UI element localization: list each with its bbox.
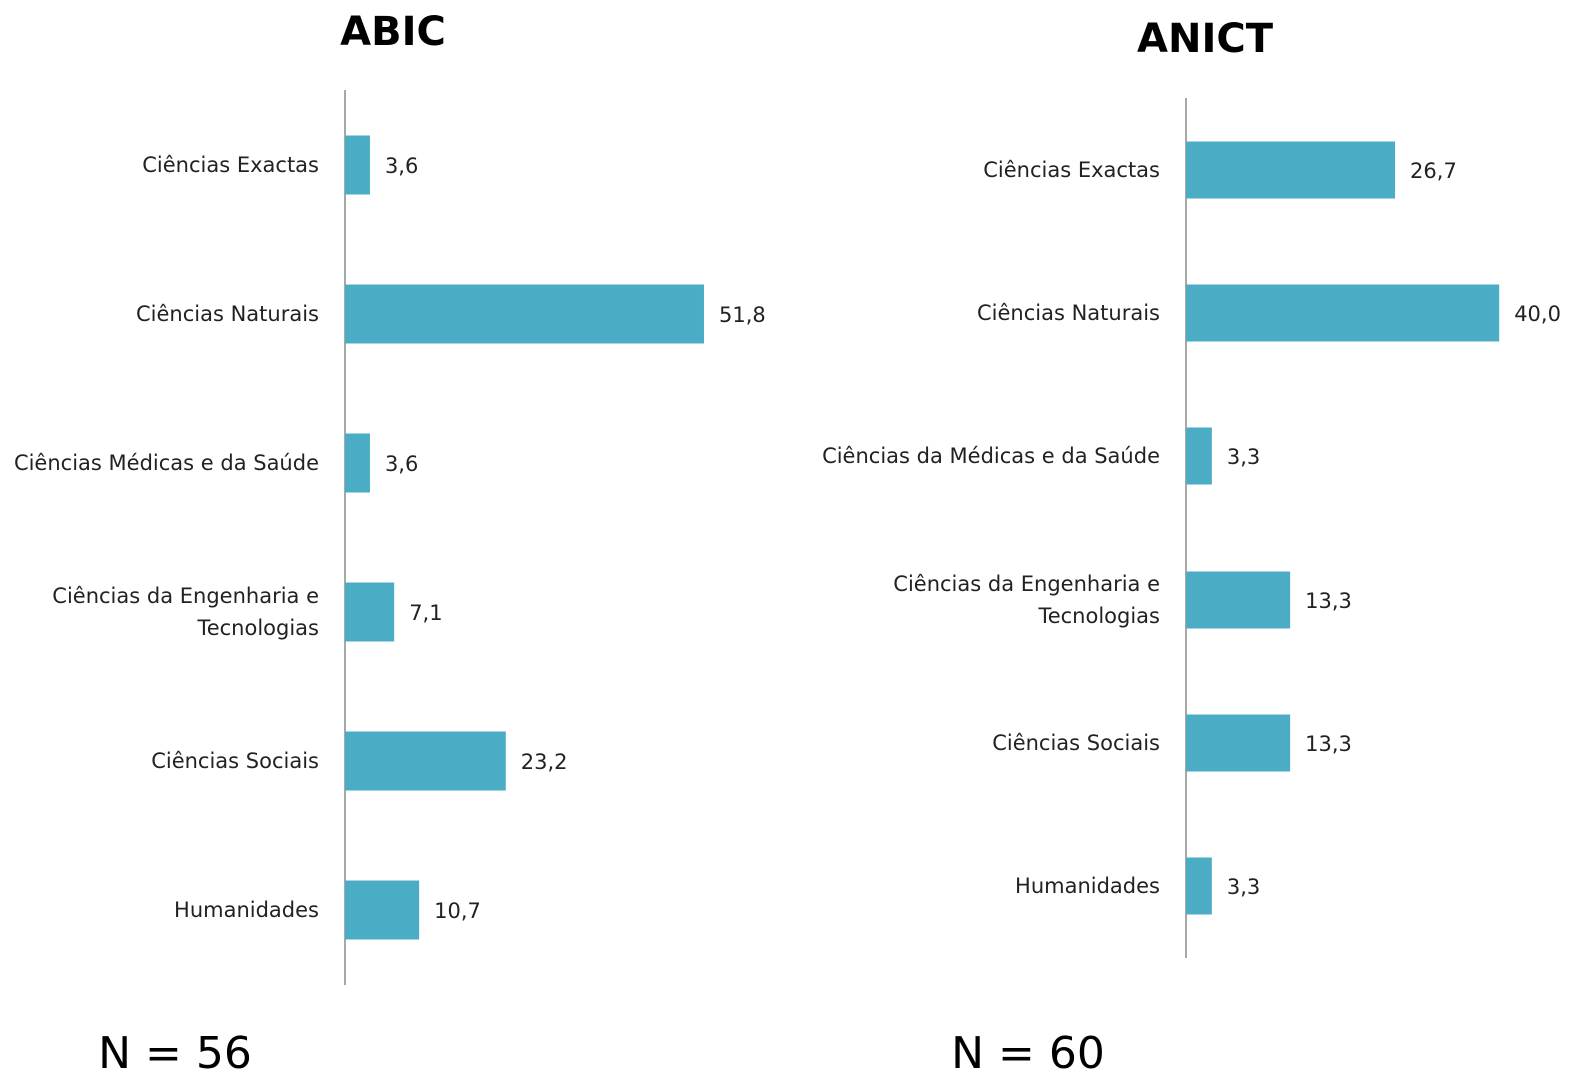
chart-abic-category-label: Ciências da Engenharia e Tecnologias — [52, 584, 319, 640]
chart-abic-category-label: Humanidades — [174, 898, 319, 922]
chart-anict-title: ANICT — [1137, 16, 1274, 62]
chart-anict-category-label: Ciências Exactas — [983, 158, 1160, 182]
chart-anict-category-label: Humanidades — [1015, 874, 1160, 898]
chart-abic-bar — [345, 434, 370, 493]
chart-abic-category-label-line: Ciências Naturais — [136, 302, 319, 326]
chart-anict-bar — [1186, 715, 1290, 772]
chart-abic-category-label: Ciências Sociais — [151, 749, 319, 773]
chart-abic-category-label: Ciências Naturais — [136, 302, 319, 326]
chart-anict-group: ANICT Ciências Exactas 26,7 Ciências Natura… — [822, 16, 1561, 1079]
chart-abic-category-label-line: Humanidades — [174, 898, 319, 922]
chart-anict-category-label: Ciências da Médicas e da Saúde — [822, 444, 1160, 468]
chart-abic-category-label: Ciências Exactas — [142, 153, 319, 177]
chart-anict-category-label-line: Ciências da Engenharia e — [893, 572, 1160, 596]
chart-abic-value-label: 7,1 — [409, 601, 442, 625]
chart-anict-value-label: 26,7 — [1410, 159, 1457, 183]
chart-anict-value-label: 40,0 — [1514, 302, 1561, 326]
chart-anict-sample-size: N = 60 — [951, 1028, 1105, 1079]
chart-anict-bar — [1186, 858, 1212, 915]
chart-anict-bar — [1186, 572, 1290, 629]
chart-abic-category-label: Ciências Médicas e da Saúde — [14, 451, 319, 475]
chart-abic-bar — [345, 732, 506, 791]
chart-anict-category-label: Ciências da Engenharia e Tecnologias — [893, 572, 1160, 628]
chart-abic-category-label-line: Ciências Exactas — [142, 153, 319, 177]
chart-anict-value-label: 3,3 — [1227, 875, 1260, 899]
chart-anict-bar — [1186, 142, 1395, 199]
chart-abic-category-label-line: Tecnologias — [196, 616, 319, 640]
chart-abic-category-label-line: Ciências Médicas e da Saúde — [14, 451, 319, 475]
chart-abic-bar — [345, 285, 704, 344]
chart-abic-value-label: 23,2 — [521, 750, 568, 774]
chart-abic-value-label: 3,6 — [385, 154, 418, 178]
chart-anict-category-label-line: Ciências Naturais — [977, 301, 1160, 325]
chart-anict-category-label-line: Ciências Sociais — [992, 731, 1160, 755]
chart-anict-category-label: Ciências Sociais — [992, 731, 1160, 755]
chart-anict-category-label-line: Tecnologias — [1037, 604, 1160, 628]
chart-abic-title: ABIC — [340, 9, 446, 55]
chart-abic-category-label-line: Ciências da Engenharia e — [52, 584, 319, 608]
chart-abic-group: ABIC Ciências Exactas 3,6 Ciências Naturais… — [14, 9, 766, 1079]
chart-anict-bar — [1186, 428, 1212, 485]
chart-anict-category-label-line: Humanidades — [1015, 874, 1160, 898]
chart-anict-value-label: 13,3 — [1305, 732, 1352, 756]
chart-abic-value-label: 3,6 — [385, 452, 418, 476]
chart-abic-category-label-line: Ciências Sociais — [151, 749, 319, 773]
chart-abic-value-label: 51,8 — [719, 303, 766, 327]
chart-anict-bar — [1186, 285, 1499, 342]
chart-anict-value-label: 3,3 — [1227, 445, 1260, 469]
chart-anict-category-label: Ciências Naturais — [977, 301, 1160, 325]
chart-anict-category-label-line: Ciências da Médicas e da Saúde — [822, 444, 1160, 468]
chart-abic-bar — [345, 136, 370, 195]
chart-abic-bar — [345, 583, 394, 642]
chart-abic-value-label: 10,7 — [434, 899, 481, 923]
chart-anict-category-label-line: Ciências Exactas — [983, 158, 1160, 182]
chart-abic-bar — [345, 881, 419, 940]
chart-abic-sample-size: N = 56 — [98, 1028, 252, 1079]
chart-anict-value-label: 13,3 — [1305, 589, 1352, 613]
